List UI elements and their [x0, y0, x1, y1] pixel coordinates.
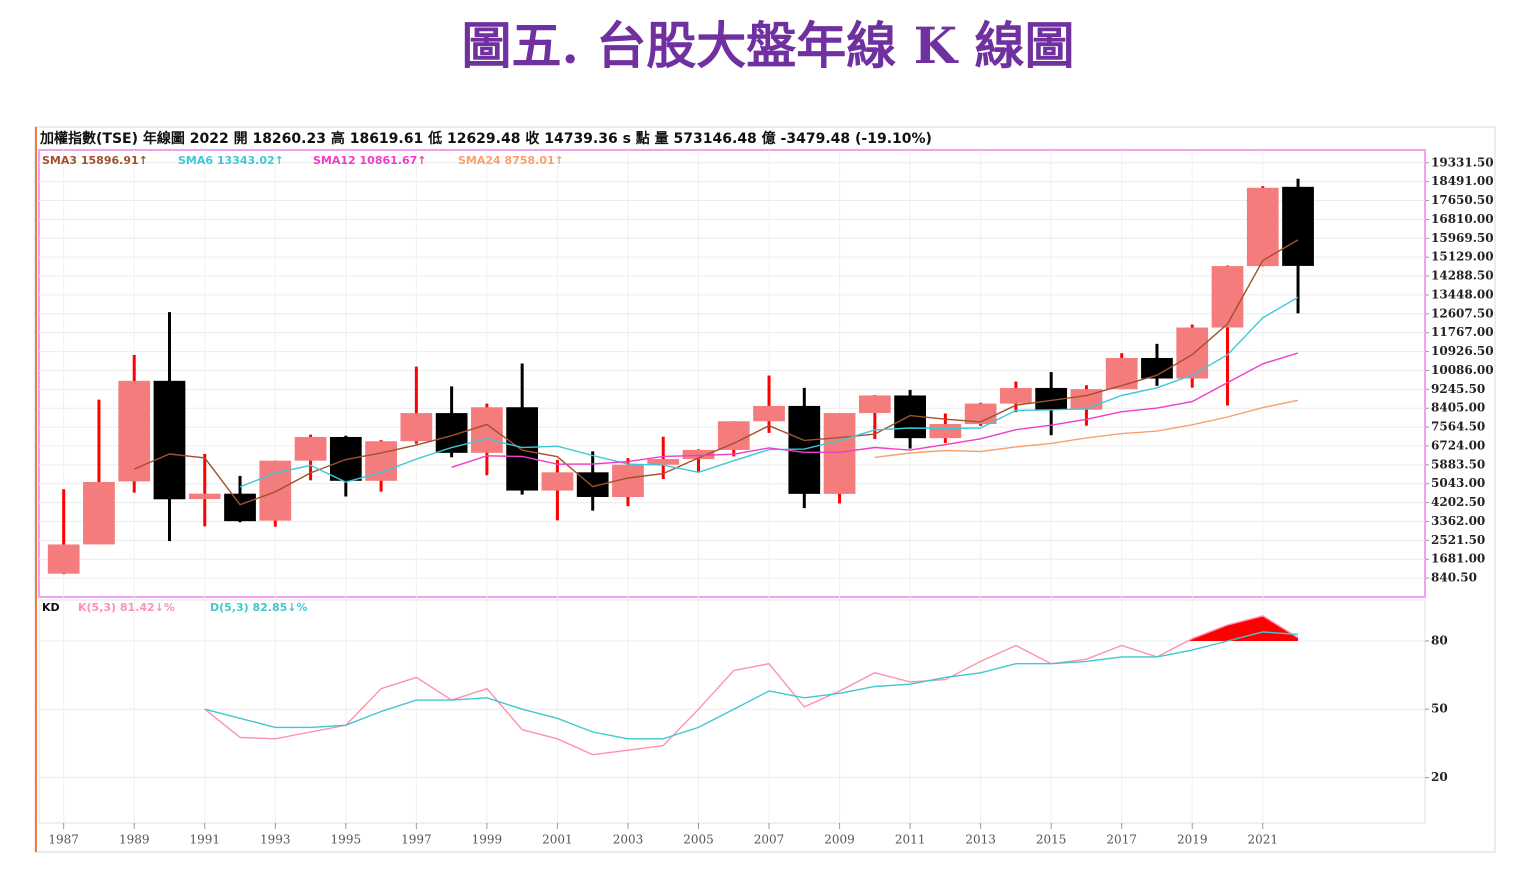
x-tick-label: 1991 — [189, 833, 220, 847]
series-line — [204, 631, 1299, 740]
y-tick-label: 1681.00 — [1431, 552, 1485, 566]
x-tick-label: 2017 — [1106, 833, 1137, 847]
y-tick-label: 5043.00 — [1431, 476, 1485, 490]
y-tick-label: 20 — [1431, 770, 1448, 784]
candle-body — [823, 413, 856, 494]
candle-body — [858, 395, 891, 414]
candle-body — [1070, 389, 1103, 410]
y-tick-label: 10086.00 — [1431, 363, 1494, 377]
series-line — [239, 296, 1299, 488]
x-tick-label: 2015 — [1036, 833, 1067, 847]
candle-body — [1105, 357, 1138, 390]
plot-layer: 840.50 1681.00 2521.50 3362.00 4202.50 5043.0… — [39, 150, 1494, 847]
candle-body — [259, 460, 292, 521]
y-tick-label: 7564.50 — [1431, 420, 1485, 434]
candle-body — [647, 459, 680, 465]
candle-body — [929, 424, 962, 439]
x-tick-label: 1987 — [48, 833, 79, 847]
candle-body — [153, 380, 186, 500]
kd-title: KD — [42, 601, 60, 614]
candle-body — [682, 449, 715, 460]
candle-body — [1211, 266, 1244, 328]
y-tick-label: 6724.00 — [1431, 438, 1485, 452]
candle-body — [471, 407, 503, 453]
chart-header: 加權指數(TSE) 年線圖 2022 開 18260.23 高 18619.61… — [39, 130, 932, 147]
y-tick-label: 50 — [1431, 702, 1448, 716]
y-tick-label: 80 — [1431, 633, 1448, 647]
candle-body — [47, 544, 80, 574]
candle-body — [717, 421, 750, 450]
kd-panel — [38, 599, 1426, 824]
y-tick-label: 12607.50 — [1431, 306, 1494, 320]
legend-entry: SMA3 15896.91↑ — [42, 154, 148, 167]
candle-body — [83, 482, 115, 545]
y-tick-label: 16810.00 — [1431, 212, 1494, 226]
candle-body — [188, 493, 221, 500]
y-tick-label: 14288.50 — [1431, 269, 1494, 283]
y-tick-label: 17650.50 — [1431, 193, 1494, 207]
y-tick-label: 4202.50 — [1431, 495, 1485, 509]
candle-body — [224, 493, 256, 522]
candle-body — [1141, 357, 1173, 379]
candle-body — [506, 407, 539, 491]
y-tick-label: 18491.00 — [1431, 174, 1494, 188]
page-title: 圖五. 台股大盤年線 K 線圖 — [461, 16, 1074, 75]
y-tick-label: 15129.00 — [1431, 250, 1494, 264]
candle-body — [365, 441, 397, 481]
y-tick-label: 11767.00 — [1431, 325, 1494, 339]
legend-entry: SMA12 10861.67↑ — [313, 154, 427, 167]
series-line — [874, 399, 1299, 459]
candle-body — [1246, 187, 1279, 267]
y-tick-label: 19331.50 — [1431, 155, 1494, 169]
x-tick-label: 2011 — [895, 833, 926, 847]
y-tick-label: 13448.00 — [1431, 287, 1494, 301]
x-tick-label: 1997 — [401, 833, 432, 847]
y-tick-label: 10926.50 — [1431, 344, 1494, 358]
y-tick-label: 5883.50 — [1431, 457, 1485, 471]
y-tick-label: 9245.50 — [1431, 382, 1485, 396]
series-line — [133, 239, 1299, 506]
legend-entry: SMA6 13343.02↑ — [178, 154, 284, 167]
legend-entry: D(5,3) 82.85↓% — [210, 601, 308, 614]
x-tick-label: 1989 — [119, 833, 150, 847]
y-tick-label: 8405.00 — [1431, 401, 1485, 415]
x-tick-label: 2007 — [754, 833, 785, 847]
x-tick-label: 2005 — [683, 833, 714, 847]
x-tick-label: 1993 — [260, 833, 291, 847]
x-tick-label: 2001 — [542, 833, 573, 847]
x-tick-label: 1995 — [331, 833, 362, 847]
candle-body — [1035, 387, 1068, 410]
legend-entry: K(5,3) 81.42↓% — [78, 601, 175, 614]
y-tick-label: 840.50 — [1431, 571, 1477, 585]
x-tick-label: 2021 — [1247, 833, 1278, 847]
x-tick-label: 2003 — [613, 833, 644, 847]
candle-body — [400, 413, 433, 442]
x-tick-label: 2009 — [824, 833, 855, 847]
candle-body — [118, 380, 151, 482]
y-tick-label: 15969.50 — [1431, 231, 1494, 245]
series-line — [204, 615, 1299, 756]
candle-body — [753, 405, 785, 422]
candle-body — [1176, 327, 1209, 379]
candle-body — [541, 472, 574, 491]
x-tick-label: 2019 — [1177, 833, 1208, 847]
candle-body — [964, 403, 997, 425]
legend-entry: SMA24 8758.01↑ — [458, 154, 564, 167]
candle-body — [1000, 387, 1032, 404]
candle-body — [294, 436, 327, 461]
x-tick-label: 1999 — [472, 833, 503, 847]
candle-body — [576, 472, 609, 497]
candle-body — [1282, 186, 1314, 266]
y-tick-label: 2521.50 — [1431, 533, 1485, 547]
x-tick-label: 2013 — [965, 833, 996, 847]
series-line — [451, 352, 1299, 468]
y-tick-label: 3362.00 — [1431, 514, 1485, 528]
price-panel — [38, 149, 1426, 598]
